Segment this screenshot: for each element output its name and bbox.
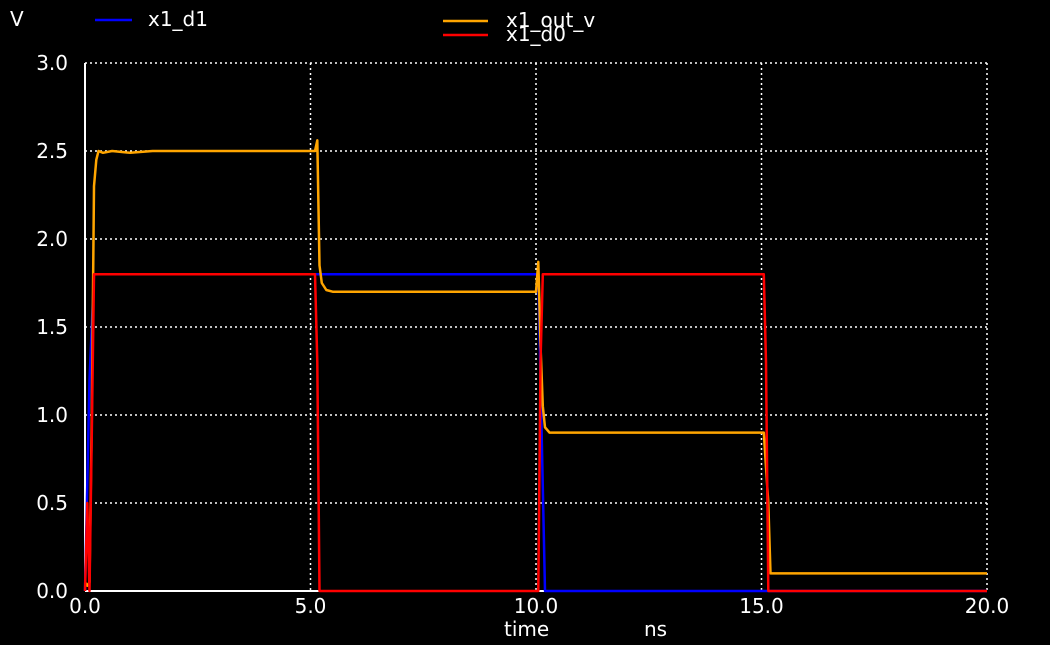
series-line-x1-out-v — [83, 139, 987, 587]
x-tick-label: 0.0 — [69, 594, 101, 618]
legend: x1_d1 x1_out_vx1_d0 — [95, 7, 595, 46]
y-tick-label: 1.0 — [36, 403, 68, 427]
y-tick-label: 3.0 — [36, 51, 68, 75]
x-axis-unit: ns — [644, 617, 667, 641]
y-tick-labels: 0.0 0.5 1.0 1.5 2.0 2.5 3.0 — [36, 51, 68, 603]
series-line-x1-d1 — [83, 272, 987, 593]
x-tick-label: 5.0 — [295, 594, 327, 618]
y-tick-label: 1.5 — [36, 315, 68, 339]
x-tick-labels: 0.0 5.0 10.0 15.0 20.0 — [69, 594, 1009, 618]
x-axis-label: time — [504, 617, 549, 641]
y-tick-label: 2.0 — [36, 227, 68, 251]
x-tick-label: 15.0 — [739, 594, 784, 618]
y-tick-label: 2.5 — [36, 139, 68, 163]
y-axis-label: V — [10, 7, 24, 31]
legend-label: x1_d0 — [506, 22, 566, 46]
y-tick-label: 0.5 — [36, 491, 68, 515]
x-tick-label: 20.0 — [965, 594, 1010, 618]
x-tick-label: 10.0 — [514, 594, 559, 618]
series-lines — [83, 139, 987, 593]
y-tick-label: 0.0 — [36, 579, 68, 603]
series-line-x1-d0 — [83, 272, 987, 593]
grid — [85, 62, 988, 591]
legend-label: x1_out_v — [506, 8, 595, 32]
legend-label: x1_d1 — [148, 7, 208, 31]
